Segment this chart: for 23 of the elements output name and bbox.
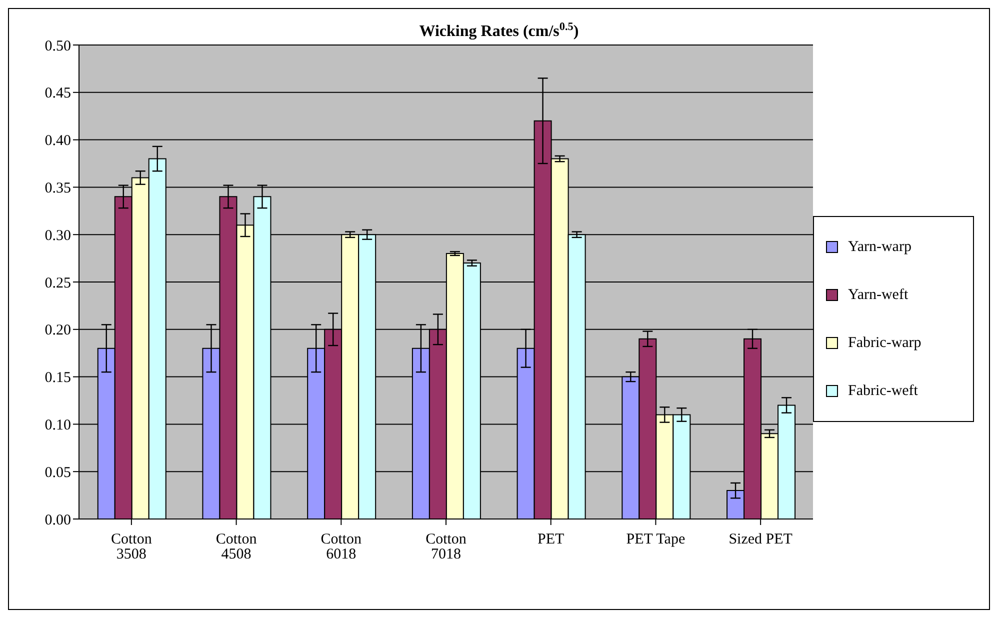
y-tick-label: 0.30: [44, 228, 71, 244]
y-tick-label: 0.10: [44, 418, 71, 434]
legend-label: Yarn-warp: [848, 238, 912, 256]
y-tick-label: 0.25: [44, 275, 71, 292]
chart-title: Wicking Rates (cm/s$^{0.5}$): [419, 21, 579, 40]
x-tick-label: Sized PET: [728, 532, 792, 548]
legend-label: Fabric-weft: [848, 382, 918, 400]
x-tick-label: Cotton 6018: [320, 532, 362, 563]
x-tick-label: Cotton 7018: [426, 532, 467, 563]
legend-label: Yarn-weft: [848, 286, 908, 304]
y-tick-label: 0.40: [44, 133, 71, 150]
y-tick-label: 0.05: [44, 464, 71, 481]
x-tick-label: Cotton 3508: [111, 532, 152, 563]
x-tick-label: PET: [538, 532, 564, 548]
x-tick-label: Cotton 4508: [216, 532, 258, 563]
y-tick-label: 0.20: [44, 322, 71, 339]
legend-label: Fabric-warp: [848, 334, 922, 352]
y-tick-label: 0.45: [44, 86, 71, 102]
y-tick-label: 0.00: [44, 512, 71, 528]
y-tick-label: 0.50: [44, 38, 71, 54]
y-tick-label: 0.15: [44, 370, 71, 386]
x-tick-label: PET Tape: [626, 532, 686, 548]
y-tick-label: 0.35: [44, 180, 71, 197]
